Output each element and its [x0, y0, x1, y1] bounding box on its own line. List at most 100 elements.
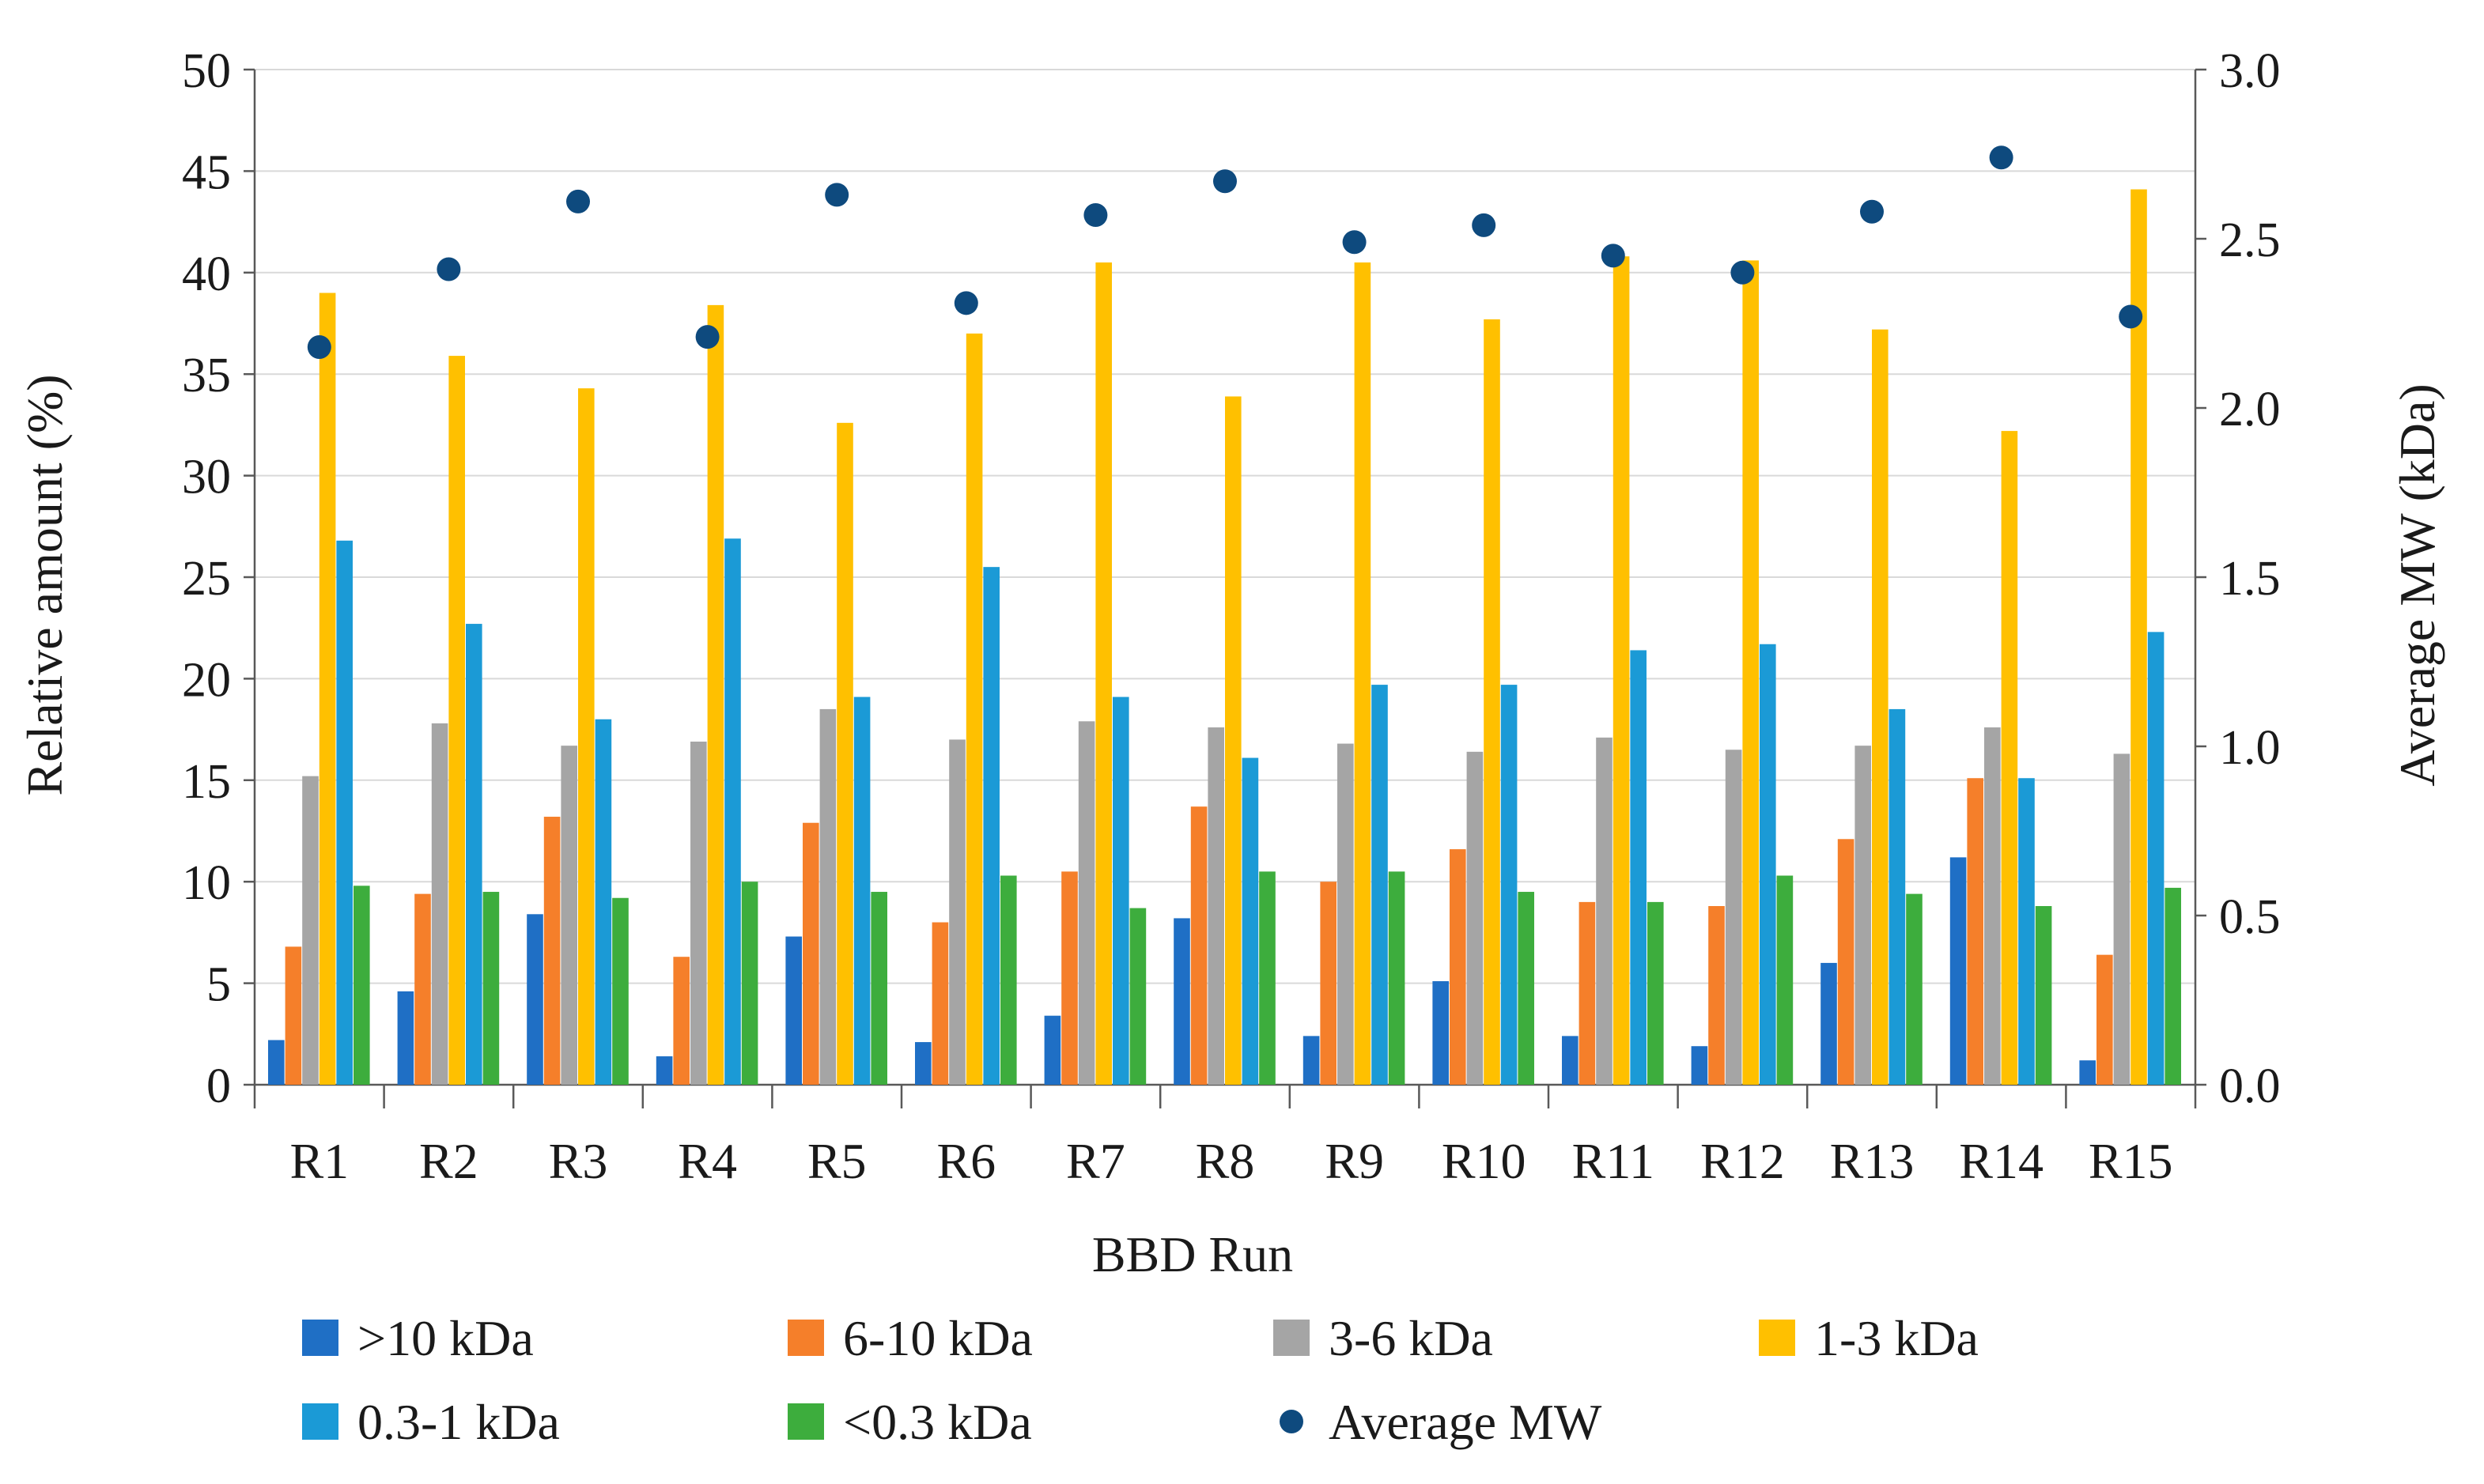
- legend-swatch: [302, 1403, 338, 1440]
- bar: [2001, 431, 2018, 1085]
- bar: [1984, 727, 2001, 1085]
- bar: [2165, 887, 2181, 1085]
- y-tick-label: 45: [182, 145, 231, 199]
- legend-swatch: [788, 1320, 824, 1356]
- legend: >10 kDa 6-10 kDa 3-6 kDa 1-3 kDa 0.3-1 kDa <0…: [302, 1310, 1979, 1450]
- bar: [1061, 871, 1078, 1085]
- legend-label: <0.3 kDa: [843, 1394, 1032, 1450]
- bar: [1432, 981, 1449, 1085]
- bar: [1078, 721, 1095, 1085]
- bar: [1562, 1036, 1578, 1085]
- data-point: [566, 189, 590, 213]
- bar: [871, 892, 887, 1085]
- points-layer: [307, 145, 2143, 359]
- bar: [1906, 893, 1923, 1085]
- x-tick-label: R12: [1700, 1133, 1785, 1189]
- x-tick-label: R8: [1196, 1133, 1255, 1189]
- bar: [690, 742, 707, 1085]
- legend-label: >10 kDa: [357, 1310, 534, 1366]
- bar: [1820, 962, 1837, 1085]
- bar: [1484, 319, 1500, 1085]
- bar: [1320, 882, 1337, 1085]
- bar: [1371, 685, 1388, 1085]
- bar: [612, 897, 629, 1085]
- bar: [561, 746, 577, 1085]
- data-point: [1601, 244, 1625, 268]
- bar: [431, 723, 448, 1085]
- bar: [803, 822, 819, 1085]
- bar: [1760, 644, 1776, 1085]
- legend-label: 6-10 kDa: [843, 1310, 1033, 1366]
- bar: [1113, 697, 1129, 1085]
- bar: [741, 882, 758, 1085]
- legend-label: 1-3 kDa: [1814, 1310, 1979, 1366]
- y-tick-label: 10: [182, 856, 231, 910]
- bar: [819, 708, 837, 1085]
- bar: [1190, 806, 1208, 1085]
- bar: [915, 1042, 932, 1085]
- y-tick-label: 15: [182, 755, 231, 809]
- x-tick-label: R13: [1830, 1133, 1915, 1189]
- bars-layer: [268, 189, 2181, 1086]
- data-point: [1083, 203, 1108, 228]
- x-tick-label: R7: [1066, 1133, 1125, 1189]
- bar: [983, 567, 1000, 1085]
- bar: [656, 1056, 673, 1085]
- legend-swatch: [788, 1403, 824, 1440]
- data-point: [1989, 145, 2013, 170]
- bar: [448, 356, 465, 1085]
- bar: [1742, 260, 1759, 1086]
- bar: [1242, 757, 1259, 1085]
- y2-tick-label: 2.0: [2219, 383, 2281, 436]
- y-tick-label: 50: [182, 44, 231, 98]
- bar: [1000, 875, 1017, 1085]
- bar: [1967, 778, 1983, 1085]
- data-point: [437, 257, 461, 281]
- data-point: [1213, 169, 1237, 194]
- y-tick-label: 30: [182, 451, 231, 504]
- bar: [1337, 743, 1354, 1085]
- bar: [966, 333, 983, 1086]
- bar: [1518, 892, 1534, 1085]
- bar: [1174, 918, 1190, 1085]
- bar: [707, 304, 724, 1085]
- bar: [949, 739, 966, 1085]
- x-tick-label: R15: [2089, 1133, 2173, 1189]
- bar: [1500, 685, 1518, 1085]
- bar: [1691, 1046, 1708, 1085]
- bar: [482, 892, 500, 1085]
- bar: [1354, 262, 1371, 1086]
- bar: [1596, 737, 1613, 1085]
- bar: [2147, 632, 2165, 1085]
- bar: [527, 914, 543, 1085]
- y-axis-title: Relative amount (%): [17, 374, 73, 795]
- bar: [466, 624, 482, 1085]
- y2-tick-label: 3.0: [2219, 44, 2281, 98]
- data-point: [1472, 213, 1496, 237]
- bar: [1854, 746, 1871, 1085]
- legend-swatch: [302, 1320, 338, 1356]
- bar: [1466, 751, 1484, 1085]
- x-tick-label: R3: [549, 1133, 608, 1189]
- x-tick-label: R11: [1572, 1133, 1654, 1189]
- y-tick-label: 40: [182, 247, 231, 301]
- bar: [1095, 262, 1112, 1086]
- bar: [268, 1040, 285, 1085]
- bar: [1949, 857, 1967, 1085]
- bar: [302, 776, 319, 1085]
- bar: [319, 293, 336, 1086]
- y-tick-label: 35: [182, 349, 231, 402]
- bar: [2096, 954, 2113, 1085]
- bar: [578, 388, 595, 1085]
- bar: [2018, 778, 2035, 1085]
- bar: [1578, 901, 1596, 1085]
- x-tick-label: R5: [807, 1133, 867, 1189]
- bar: [1208, 727, 1224, 1085]
- legend-swatch: [1759, 1320, 1795, 1356]
- legend-label: Average MW: [1329, 1394, 1602, 1450]
- legend-label: 0.3-1 kDa: [357, 1394, 560, 1450]
- bar: [1708, 906, 1725, 1085]
- bar: [595, 719, 612, 1085]
- bar: [1259, 871, 1276, 1085]
- data-point: [1730, 260, 1755, 285]
